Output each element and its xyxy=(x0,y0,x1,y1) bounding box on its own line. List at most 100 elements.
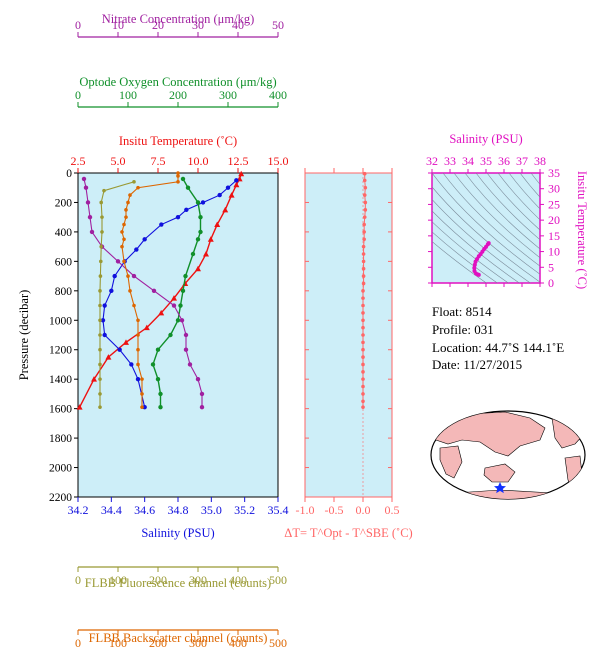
nitrate-point xyxy=(89,229,95,235)
backscatter-tick-label: 200 xyxy=(149,636,167,650)
temperature-tick-label: 5.0 xyxy=(111,154,126,168)
temperature-point xyxy=(158,309,165,316)
delta-point xyxy=(363,200,368,205)
backscatter-point xyxy=(120,244,124,249)
salinity-point xyxy=(112,273,117,279)
salinity-point xyxy=(175,214,181,220)
delta-point xyxy=(362,237,366,242)
delta-point xyxy=(361,399,365,404)
y-tick-label: 400 xyxy=(55,227,73,239)
ts-y-axis-title: Insitu Temperature (˚C) xyxy=(575,171,589,289)
oxygen-point xyxy=(183,273,188,279)
ts-y-tick-label: 0 xyxy=(548,276,554,290)
nitrate-point xyxy=(131,273,137,279)
salinity-tick-label: 34.8 xyxy=(168,503,189,517)
density-contour xyxy=(432,198,531,283)
oxygen-point xyxy=(195,200,201,205)
salinity-tick-label: 34.4 xyxy=(101,503,122,517)
salinity-tick-label: 35.2 xyxy=(234,503,255,517)
oxygen-point xyxy=(180,176,186,182)
backscatter-point xyxy=(176,180,180,184)
nitrate-tick-label: 30 xyxy=(192,18,204,32)
oxygen-axis-title: Optode Oxygen Concentration (μm/kg) xyxy=(79,75,276,89)
ts-x-tick-label: 35 xyxy=(480,154,492,168)
salinity-point xyxy=(184,207,189,213)
density-contour xyxy=(475,173,540,241)
delta-point xyxy=(362,222,366,227)
delta-point xyxy=(362,178,367,183)
density-contour xyxy=(432,221,509,283)
temperature-point xyxy=(203,251,209,257)
temperature-point xyxy=(222,206,229,213)
profile-number-text: Profile: 031 xyxy=(432,322,494,337)
nitrate-point xyxy=(83,185,89,190)
delta-point xyxy=(361,311,365,315)
salinity-point xyxy=(102,332,107,338)
delta-point xyxy=(361,355,365,359)
ts-point xyxy=(472,265,477,270)
delta-x-axis-title: ΔT= T^Opt - T^SBE (˚C) xyxy=(284,526,412,540)
ts-y-tick-label: 10 xyxy=(548,245,560,259)
fluorescence-tick-label: 200 xyxy=(149,573,167,587)
oxygen-tick-label: 100 xyxy=(119,88,137,102)
temperature-point xyxy=(233,181,240,188)
nitrate-point xyxy=(81,176,87,182)
ts-plot-area xyxy=(431,172,541,284)
temperature-tick-label: 12.5 xyxy=(228,154,249,168)
land-eurasia xyxy=(431,411,546,457)
density-contour xyxy=(497,173,540,221)
ts-point xyxy=(473,259,478,264)
ts-y-tick-label: 20 xyxy=(548,213,560,227)
delta-point xyxy=(361,296,365,300)
density-contour xyxy=(486,173,540,231)
fluorescence-point xyxy=(98,362,102,367)
delta-point xyxy=(361,392,365,396)
backscatter-point xyxy=(128,289,132,293)
backscatter-point xyxy=(136,185,140,190)
fluorescence-point xyxy=(98,347,102,352)
nitrate-point xyxy=(85,200,91,205)
salinity-point xyxy=(142,404,147,410)
location-text: Location: 44.7˚S 144.1˚E xyxy=(432,340,565,355)
oxygen-point xyxy=(158,404,163,410)
main-plot-area xyxy=(77,172,279,498)
y-tick-label: 1600 xyxy=(49,404,72,416)
density-contour xyxy=(432,186,540,283)
y-axis-title: Pressure (decibar) xyxy=(17,290,31,381)
fluorescence-point xyxy=(99,244,103,249)
delta-point xyxy=(361,370,365,374)
salinity-point xyxy=(109,288,114,294)
delta-point xyxy=(361,340,365,345)
nitrate-tick-label: 20 xyxy=(152,18,164,32)
ts-y-tick-label: 35 xyxy=(548,166,560,180)
map-land xyxy=(431,411,585,499)
backscatter-point xyxy=(140,392,144,396)
fluorescence-point xyxy=(100,230,104,234)
density-contour xyxy=(432,231,498,283)
ts-y-tick-label: 25 xyxy=(548,197,560,211)
y-tick-label: 1400 xyxy=(49,374,72,386)
delta-x-tick-label: 0.5 xyxy=(385,503,400,517)
delta-point xyxy=(361,384,365,389)
salinity-point xyxy=(100,318,106,323)
oxygen-point xyxy=(180,288,186,294)
backscatter-point xyxy=(136,318,140,323)
temperature-tick-label: 2.5 xyxy=(71,154,86,168)
nitrate-tick-label: 10 xyxy=(112,18,124,32)
density-contour xyxy=(442,173,540,267)
salinity-point xyxy=(200,200,206,205)
fluorescence-point xyxy=(102,188,106,193)
backscatter-point xyxy=(132,303,136,308)
backscatter-point xyxy=(122,222,126,227)
backscatter-point xyxy=(124,208,128,212)
float-id-text: Float: 8514 xyxy=(432,304,492,319)
delta-point xyxy=(362,230,366,234)
fluorescence-tick-label: 0 xyxy=(75,573,81,587)
backscatter-point xyxy=(122,259,126,264)
oxygen-point xyxy=(178,303,183,308)
y-tick-label: 1000 xyxy=(49,315,72,327)
delta-point xyxy=(362,171,367,176)
temperature-point xyxy=(76,404,83,410)
density-contour xyxy=(508,173,540,210)
